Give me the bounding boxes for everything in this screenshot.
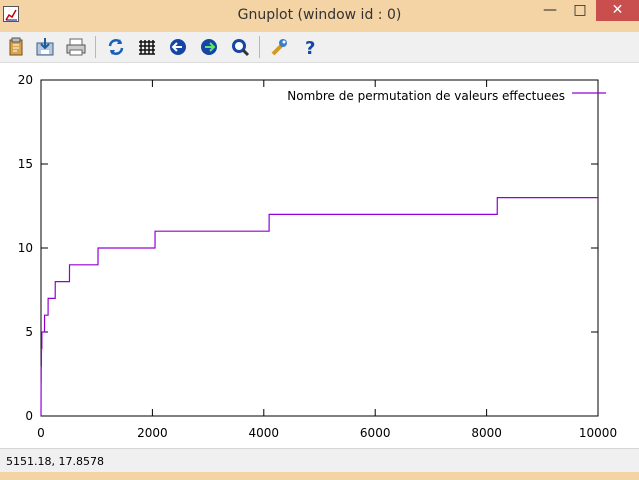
replot-icon[interactable] [105,36,127,58]
mouse-coordinates: 5151.18, 17.8578 [6,455,104,468]
toolbar: ? [0,32,639,63]
x-tick-label: 6000 [360,426,391,440]
status-bar: 5151.18, 17.8578 [0,448,639,473]
options-icon[interactable] [268,36,290,58]
window-bottom-frame [0,472,639,480]
y-tick-label: 15 [18,157,33,171]
x-tick-label: 2000 [137,426,168,440]
toolbar-separator [95,36,96,58]
x-tick-label: 4000 [249,426,280,440]
legend-label: Nombre de permutation de valeurs effectu… [287,89,565,103]
title-bar[interactable]: Gnuplot (window id : 0) — □ ✕ [0,0,639,32]
y-tick-label: 10 [18,241,33,255]
y-tick-label: 20 [18,73,33,87]
y-tick-label: 0 [25,409,33,423]
autoscale-icon[interactable] [229,36,251,58]
plot-area[interactable]: 0 5 10 15 20 0 2000 4000 6000 8000 10000 Nombre de … [0,63,639,448]
gnuplot-app-icon [3,6,19,22]
next-zoom-icon[interactable] [198,36,220,58]
close-button[interactable]: ✕ [596,0,639,21]
series-line [40,197,598,417]
minimize-button[interactable]: — [543,2,557,18]
grid-icon[interactable] [136,36,158,58]
window-title: Gnuplot (window id : 0) [237,7,402,23]
print-icon[interactable] [65,36,87,58]
x-tick-label: 10000 [579,426,617,440]
previous-zoom-icon[interactable] [167,36,189,58]
x-tick-label: 8000 [471,426,502,440]
y-tick-label: 5 [25,325,33,339]
clipboard-icon[interactable] [5,36,27,58]
toolbar-separator [259,36,260,58]
x-tick-label: 0 [37,426,45,440]
save-icon[interactable] [34,36,56,58]
maximize-button[interactable]: □ [573,2,587,18]
svg-text:?: ? [305,38,315,58]
line-chart: 0 5 10 15 20 0 2000 4000 6000 8000 10000 Nombre de … [18,73,617,440]
help-icon[interactable]: ? [299,36,321,58]
